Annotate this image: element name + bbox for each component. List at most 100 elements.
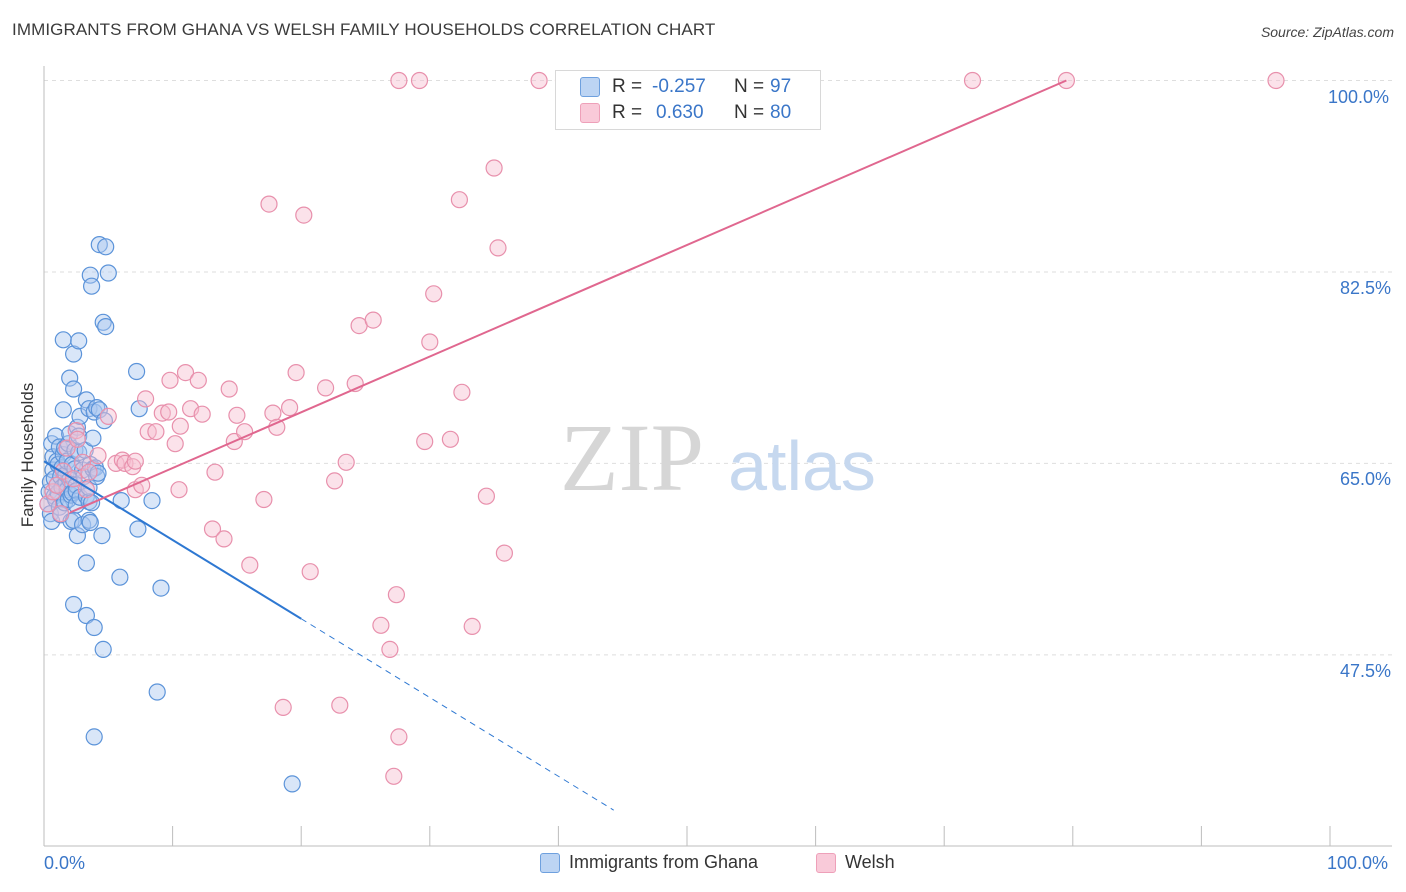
data-point bbox=[97, 238, 115, 256]
trend-line-ghana bbox=[43, 460, 302, 620]
data-point bbox=[67, 422, 85, 440]
data-point bbox=[46, 427, 65, 445]
data-point bbox=[80, 463, 98, 481]
data-point bbox=[52, 505, 70, 523]
data-point bbox=[129, 520, 147, 538]
data-point bbox=[453, 383, 471, 401]
data-point bbox=[410, 71, 429, 90]
legend-n-value: 97 bbox=[770, 76, 792, 97]
data-point bbox=[203, 520, 222, 538]
data-point bbox=[152, 579, 170, 597]
data-point bbox=[1057, 71, 1076, 90]
watermark-atlas: atlas bbox=[728, 427, 876, 505]
source-credit: Source: ZipAtlas.com bbox=[1260, 24, 1394, 40]
legend-swatch-welsh bbox=[816, 852, 836, 873]
data-point bbox=[160, 403, 178, 421]
data-point bbox=[390, 728, 408, 746]
legend-r-value: 0.630 bbox=[656, 102, 704, 123]
data-point bbox=[99, 407, 117, 425]
data-point bbox=[84, 429, 102, 447]
data-point bbox=[416, 432, 434, 451]
data-point bbox=[441, 430, 459, 448]
data-point bbox=[228, 406, 246, 424]
data-point bbox=[70, 332, 88, 350]
data-point bbox=[287, 364, 305, 382]
trend-lines bbox=[43, 79, 1067, 811]
data-point bbox=[295, 206, 313, 224]
data-point bbox=[147, 423, 165, 441]
legend-swatch-welsh bbox=[580, 103, 600, 123]
data-point bbox=[425, 285, 443, 303]
data-point bbox=[64, 380, 83, 398]
watermark: ZIP atlas bbox=[560, 404, 876, 511]
data-point bbox=[85, 728, 103, 746]
gridlines bbox=[44, 80, 1392, 656]
data-point bbox=[90, 401, 108, 419]
data-point bbox=[485, 159, 503, 177]
data-point bbox=[73, 453, 92, 471]
data-point bbox=[189, 371, 207, 389]
data-point bbox=[64, 595, 83, 614]
legend-label-welsh: Welsh bbox=[845, 852, 895, 872]
data-point bbox=[317, 379, 335, 397]
data-point bbox=[241, 556, 259, 574]
data-point bbox=[1267, 71, 1285, 90]
data-point bbox=[130, 400, 148, 418]
correlation-legend: R = -0.257 N = 97 R = 0.630 N = 80 bbox=[555, 70, 821, 130]
data-point bbox=[61, 369, 79, 387]
data-point bbox=[337, 453, 355, 471]
data-point bbox=[193, 405, 211, 423]
legend-swatch-ghana bbox=[540, 852, 560, 873]
data-point bbox=[90, 236, 108, 254]
data-point bbox=[148, 683, 166, 701]
data-point bbox=[85, 618, 103, 637]
data-point bbox=[963, 71, 982, 90]
data-point bbox=[81, 513, 99, 532]
data-point bbox=[326, 472, 344, 490]
data-point bbox=[264, 404, 282, 422]
data-point bbox=[390, 71, 408, 90]
legend-item-ghana: Immigrants from Ghana bbox=[540, 852, 758, 873]
data-point bbox=[489, 239, 507, 257]
chart-title: IMMIGRANTS FROM GHANA VS WELSH FAMILY HO… bbox=[12, 20, 716, 39]
data-point bbox=[68, 430, 87, 448]
x-tick-label-100: 100.0% bbox=[1327, 853, 1389, 873]
data-point bbox=[77, 554, 96, 572]
data-point bbox=[421, 333, 439, 351]
data-point bbox=[94, 640, 112, 659]
data-point bbox=[477, 487, 495, 505]
data-point bbox=[268, 418, 286, 436]
legend-n-label: N = bbox=[734, 102, 765, 123]
data-point bbox=[48, 476, 66, 494]
data-point bbox=[166, 435, 184, 453]
data-point bbox=[364, 311, 382, 329]
data-point bbox=[89, 464, 107, 482]
series-ghana-points bbox=[39, 236, 301, 793]
axes bbox=[43, 66, 1392, 847]
data-point bbox=[143, 492, 161, 510]
data-point bbox=[171, 417, 189, 435]
y-axis-title: Family Households bbox=[18, 382, 37, 528]
data-point bbox=[385, 767, 403, 785]
legend-n-label: N = bbox=[734, 76, 765, 97]
data-point bbox=[82, 277, 101, 295]
data-point bbox=[89, 447, 107, 465]
data-point bbox=[450, 191, 468, 209]
legend-swatch-ghana bbox=[580, 77, 600, 97]
data-point bbox=[206, 463, 224, 481]
data-point bbox=[463, 617, 481, 636]
data-point bbox=[93, 526, 111, 545]
data-point bbox=[68, 526, 87, 545]
data-point bbox=[54, 331, 72, 349]
y-tick-label-82-5: 82.5% bbox=[1340, 278, 1392, 298]
data-point bbox=[88, 399, 106, 417]
x-tick-label-0: 0.0% bbox=[44, 853, 86, 873]
data-point bbox=[128, 362, 146, 381]
data-point bbox=[99, 264, 117, 282]
data-point bbox=[274, 698, 292, 717]
y-tick-label-47-5: 47.5% bbox=[1340, 661, 1392, 681]
data-point bbox=[161, 371, 179, 389]
legend-item-welsh: Welsh bbox=[816, 852, 895, 873]
data-point bbox=[495, 544, 513, 562]
